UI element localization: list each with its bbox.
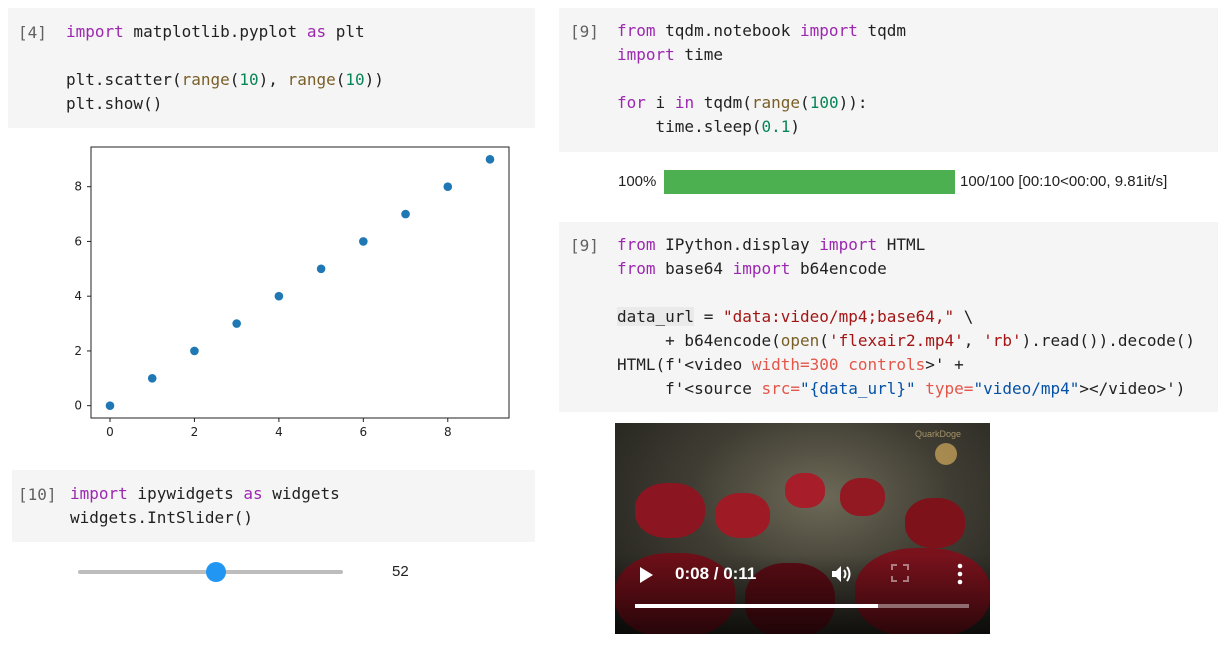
x-tick-label: 0 bbox=[106, 425, 114, 439]
video-frame-detail bbox=[635, 483, 705, 538]
x-tick-label: 2 bbox=[191, 425, 199, 439]
volume-icon[interactable] bbox=[830, 564, 854, 584]
video-time: 0:08 / 0:11 bbox=[675, 564, 757, 583]
video-watermark: QuarkDoge bbox=[915, 429, 970, 471]
y-tick-label: 4 bbox=[74, 289, 82, 303]
code-editor[interactable]: from IPython.display import HTML from ba… bbox=[617, 235, 1195, 398]
scatter-point bbox=[485, 155, 495, 164]
scatter-point bbox=[274, 291, 284, 301]
tqdm-progress: 100% 100/100 [00:10<00:00, 9.81it/s] bbox=[618, 168, 1208, 198]
controls-overlay bbox=[615, 554, 990, 634]
video-frame-detail bbox=[840, 478, 885, 516]
code-editor[interactable]: from tqdm.notebook import tqdm import ti… bbox=[617, 21, 906, 136]
dog-logo-icon bbox=[935, 443, 957, 465]
play-icon[interactable] bbox=[640, 567, 653, 583]
y-tick-label: 0 bbox=[74, 399, 82, 413]
video-frame-detail bbox=[715, 493, 770, 538]
video-progress-bar[interactable] bbox=[635, 604, 969, 608]
slider-handle[interactable] bbox=[205, 562, 226, 582]
cell-prompt: [9] bbox=[570, 236, 599, 255]
code-cell-slider[interactable]: [10] import ipywidgets as widgets widget… bbox=[12, 470, 535, 542]
video-player[interactable]: QuarkDoge 0:08 / 0:11 bbox=[615, 423, 990, 634]
video-progress-fill bbox=[635, 604, 878, 608]
code-cell-video[interactable]: [9] from IPython.display import HTML fro… bbox=[559, 222, 1218, 412]
int-slider[interactable]: 52 bbox=[78, 560, 438, 588]
cell-prompt: [4] bbox=[18, 23, 47, 42]
plot-frame bbox=[90, 146, 510, 419]
fullscreen-icon[interactable] bbox=[891, 564, 909, 582]
video-frame-detail bbox=[785, 473, 825, 508]
scatter-point bbox=[443, 182, 453, 191]
progress-percent: 100% bbox=[618, 173, 657, 190]
scatter-point bbox=[359, 237, 368, 246]
progress-bar-fill bbox=[664, 170, 955, 194]
cell-prompt: [9] bbox=[570, 22, 599, 41]
scatter-point bbox=[105, 401, 115, 410]
x-tick-label: 6 bbox=[360, 425, 368, 439]
progress-bar bbox=[664, 170, 955, 194]
scatter-point bbox=[401, 209, 410, 219]
cell-prompt: [10] bbox=[18, 485, 57, 504]
scatter-point bbox=[147, 374, 157, 383]
y-tick-label: 2 bbox=[74, 344, 82, 358]
more-options-icon[interactable] bbox=[957, 563, 963, 585]
scatter-plot: 0 2 4 6 8 0 2 4 6 8 bbox=[74, 146, 510, 439]
slider-value: 52 bbox=[392, 563, 409, 580]
scatter-point bbox=[190, 346, 199, 356]
scatter-point bbox=[232, 319, 241, 328]
code-cell-scatter[interactable]: [4] import matplotlib.pyplot as plt plt.… bbox=[8, 8, 535, 128]
y-tick-label: 6 bbox=[74, 234, 82, 248]
x-tick-label: 8 bbox=[444, 425, 452, 439]
code-editor[interactable]: import matplotlib.pyplot as plt plt.scat… bbox=[66, 22, 384, 113]
code-editor[interactable]: import ipywidgets as widgets widgets.Int… bbox=[70, 484, 340, 527]
x-tick-label: 4 bbox=[275, 425, 283, 439]
video-frame-detail bbox=[905, 498, 965, 548]
watermark-text: QuarkDoge bbox=[915, 429, 962, 439]
progress-stats: 100/100 [00:10<00:00, 9.81it/s] bbox=[960, 173, 1168, 190]
y-tick-label: 8 bbox=[74, 180, 82, 194]
code-cell-tqdm[interactable]: [9] from tqdm.notebook import tqdm impor… bbox=[559, 8, 1218, 152]
scatter-point bbox=[316, 264, 326, 274]
